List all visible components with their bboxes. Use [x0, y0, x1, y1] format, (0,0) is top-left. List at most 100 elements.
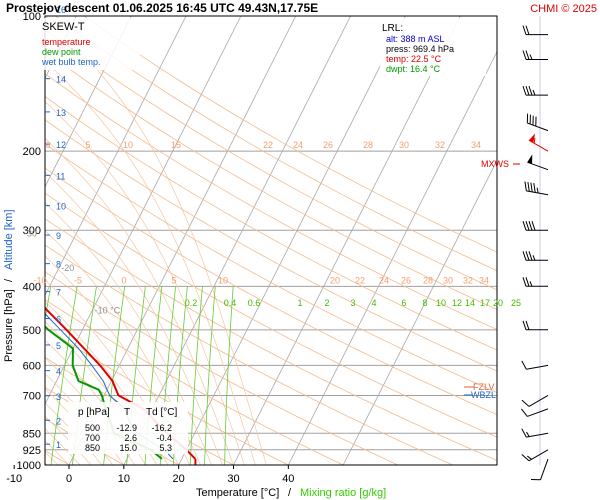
- wind-barb-half-flag: [533, 137, 536, 144]
- isotherm-line: [178, 16, 406, 465]
- moist-adiabat: [45, 101, 245, 465]
- mixing-ratio-line: [50, 286, 78, 465]
- theta-label: 5: [171, 275, 176, 285]
- altitude-tick-label: 5: [56, 341, 61, 351]
- theta-label: 32: [463, 275, 473, 285]
- xlabel-mixing-ratio: Mixing ratio [g/kg]: [300, 487, 386, 499]
- credit: CHMI © 2025: [530, 3, 597, 15]
- altitude-tick-label: 7: [56, 287, 61, 297]
- theta-label: 0: [121, 275, 126, 285]
- dry-adiabat: [45, 28, 497, 291]
- altitude-tick-label: 14: [56, 75, 66, 85]
- dry-adiabat: [45, 50, 497, 311]
- isotherm-label: -20: [61, 263, 74, 273]
- summary-row-700-t: 2.6: [124, 433, 137, 443]
- mixing-ratio-label: 25: [511, 298, 521, 308]
- theta-label: 34: [471, 140, 481, 150]
- wind-barb-staff: [526, 432, 549, 438]
- wind-barb-flag: [525, 251, 530, 261]
- mixing-ratio-label: 12: [452, 298, 462, 308]
- wind-barb-flag: [527, 181, 530, 192]
- theta-label: 22: [263, 140, 273, 150]
- altitude-tick-label: 11: [56, 171, 65, 181]
- wind-barb-flag: [521, 408, 528, 417]
- wind-barb-flag: [522, 251, 527, 261]
- pressure-tick-label: 700: [23, 390, 41, 402]
- summary-row-850-td: 5.3: [159, 443, 172, 453]
- wind-barb: [522, 85, 548, 96]
- mixing-ratio-label: 0.4: [224, 298, 237, 308]
- summary-header-t: T: [124, 407, 130, 418]
- wind-barb-staff: [526, 190, 549, 196]
- wind-barb-flag: [535, 116, 537, 127]
- wind-barb-flag: [532, 115, 534, 126]
- wind-barb-flag: [522, 85, 527, 96]
- pressure-tick-label: 500: [23, 325, 41, 337]
- wind-barb-staff: [528, 394, 549, 407]
- wind-barb-half-flag: [536, 187, 539, 194]
- dry-adiabat: [45, 167, 497, 416]
- wind-barb: [521, 428, 549, 438]
- chart-title: Prostejov descent 01.06.2025 16:45 UTC 4…: [6, 1, 318, 15]
- theta-label: -10: [33, 275, 46, 285]
- lrl-title: LRL:: [382, 23, 403, 34]
- pressure-tick-label: 100: [23, 11, 41, 23]
- wind-barb-flag: [524, 181, 527, 191]
- altitude-tick-label: 1: [56, 440, 61, 450]
- wind-barb-flag: [525, 221, 530, 231]
- wind-barb-flag: [533, 182, 536, 193]
- theta-label: 22: [355, 275, 365, 285]
- pressure-tick-label: 1000: [17, 460, 41, 472]
- wind-barb: [521, 408, 549, 417]
- dry-adiabat: [45, 244, 453, 465]
- temp-tick-label: 0: [66, 473, 72, 485]
- summary-header-td: Td [°C]: [146, 407, 177, 418]
- pressure-tick-label: 925: [23, 445, 41, 457]
- wind-barb-flag: [528, 85, 533, 96]
- wind-barb-flag: [525, 25, 530, 35]
- temp-tick-label: 20: [173, 473, 185, 485]
- lrl-temperature: temp: 22.5 °C: [386, 54, 442, 64]
- altitude-tick-label: 16: [56, 5, 66, 15]
- temp-tick-label: 10: [118, 473, 130, 485]
- pressure-tick-label: 600: [23, 360, 41, 372]
- mixing-ratio-label: 0.2: [185, 298, 198, 308]
- wind-barb: [528, 133, 549, 152]
- mixing-ratio-label: 4: [371, 298, 376, 308]
- wind-barb: [526, 113, 549, 132]
- theta-label: 20: [330, 275, 340, 285]
- plot-frame: [44, 15, 498, 466]
- wind-barb-flag: [525, 50, 530, 60]
- wind-barb: [522, 25, 548, 36]
- altitude-tick-label: 6: [56, 315, 61, 325]
- pressure-tick-label: 300: [23, 225, 41, 237]
- summary-row-700-td: -0.4: [156, 433, 172, 443]
- theta-label: 0: [45, 140, 50, 150]
- xlabel-temperature: Temperature [°C]: [196, 487, 279, 499]
- theta-label: 28: [423, 275, 433, 285]
- mixing-ratio-line: [224, 286, 234, 465]
- altitude-tick-label: 10: [56, 202, 66, 212]
- ylabel-pressure: Pressure [hPa]: [3, 289, 15, 362]
- mixing-ratio-line: [189, 286, 203, 465]
- altitude-tick-label: 13: [56, 108, 66, 118]
- wind-barb-half-flag: [529, 281, 533, 287]
- xlabel-separator: /: [288, 487, 292, 499]
- wind-barb-flag: [522, 50, 527, 60]
- summary-header-p: p [hPa]: [78, 407, 110, 418]
- wind-barb-pennant: [528, 133, 536, 143]
- theta-label: 30: [443, 275, 453, 285]
- summary-row-500-t: -12.9: [116, 423, 137, 433]
- dry-adiabat: [45, 119, 497, 372]
- wind-barb: [524, 181, 549, 196]
- wind-barb: [522, 320, 548, 331]
- wind-barb-flag: [526, 113, 529, 124]
- moist-adiabat: [45, 415, 92, 465]
- lrl-dewpoint: dwpt: 16.4 °C: [386, 64, 441, 74]
- ylabel-separator: /: [3, 278, 15, 282]
- wind-barb-flag: [525, 277, 530, 287]
- wind-barb: [530, 458, 549, 481]
- lrl-pressure: press: 969.4 hPa: [386, 44, 454, 54]
- theta-label: 30: [399, 140, 409, 150]
- legend-box: [40, 18, 140, 70]
